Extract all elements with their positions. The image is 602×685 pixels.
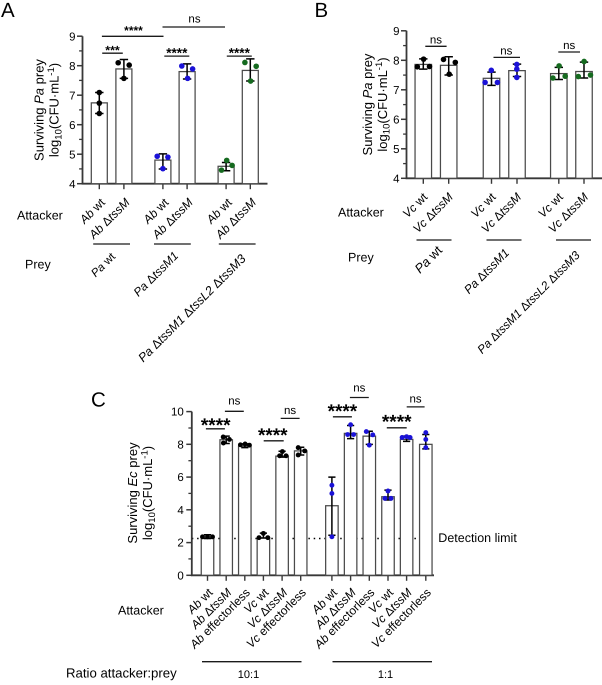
svg-text:Surviving Pa prey: Surviving Pa prey bbox=[32, 59, 47, 161]
svg-text:5: 5 bbox=[393, 144, 399, 156]
svg-text:ns: ns bbox=[353, 382, 365, 394]
svg-text:****: **** bbox=[229, 45, 251, 60]
svg-text:2: 2 bbox=[177, 538, 183, 550]
svg-text:Prey: Prey bbox=[348, 251, 374, 265]
svg-text:Detection limit: Detection limit bbox=[438, 531, 517, 545]
svg-text:ns: ns bbox=[563, 40, 575, 52]
svg-text:***: *** bbox=[105, 43, 120, 57]
svg-text:6: 6 bbox=[393, 114, 399, 126]
svg-text:****: **** bbox=[124, 24, 143, 38]
svg-text:A: A bbox=[1, 0, 15, 22]
svg-text:ns: ns bbox=[284, 405, 296, 417]
svg-text:6: 6 bbox=[69, 120, 75, 132]
svg-text:4: 4 bbox=[393, 173, 400, 185]
svg-text:1:1: 1:1 bbox=[378, 669, 393, 681]
svg-text:10: 10 bbox=[171, 407, 184, 419]
svg-text:ns: ns bbox=[430, 34, 442, 46]
svg-text:9: 9 bbox=[393, 26, 399, 38]
svg-text:9: 9 bbox=[69, 31, 75, 43]
svg-text:****: **** bbox=[382, 412, 412, 433]
svg-text:ns: ns bbox=[228, 395, 240, 407]
svg-text:8: 8 bbox=[393, 55, 399, 67]
svg-text:7: 7 bbox=[393, 85, 399, 97]
svg-text:****: **** bbox=[166, 45, 188, 60]
svg-text:****: **** bbox=[258, 426, 288, 447]
svg-text:****: **** bbox=[328, 402, 358, 423]
svg-text:8: 8 bbox=[177, 439, 183, 451]
svg-text:7: 7 bbox=[69, 90, 75, 102]
svg-text:Attacker: Attacker bbox=[338, 206, 384, 220]
svg-text:B: B bbox=[315, 0, 329, 22]
svg-text:Surviving Ec prey: Surviving Ec prey bbox=[125, 442, 140, 544]
svg-text:C: C bbox=[91, 388, 106, 411]
svg-text:ns: ns bbox=[188, 14, 200, 26]
svg-text:6: 6 bbox=[177, 472, 183, 484]
svg-text:Ratio attacker:prey: Ratio attacker:prey bbox=[66, 666, 177, 681]
svg-text:Surviving Pa prey: Surviving Pa prey bbox=[360, 53, 375, 155]
svg-text:4: 4 bbox=[69, 179, 76, 191]
svg-text:0: 0 bbox=[177, 570, 183, 582]
svg-text:5: 5 bbox=[69, 149, 75, 161]
svg-text:Prey: Prey bbox=[25, 258, 51, 272]
svg-text:Attacker: Attacker bbox=[17, 209, 63, 223]
svg-text:Attacker: Attacker bbox=[118, 604, 164, 618]
svg-text:4: 4 bbox=[177, 505, 184, 517]
svg-text:8: 8 bbox=[69, 61, 75, 73]
svg-text:****: **** bbox=[201, 415, 231, 436]
svg-text:ns: ns bbox=[410, 393, 422, 405]
svg-text:10:1: 10:1 bbox=[238, 669, 259, 681]
svg-text:ns: ns bbox=[500, 46, 512, 58]
